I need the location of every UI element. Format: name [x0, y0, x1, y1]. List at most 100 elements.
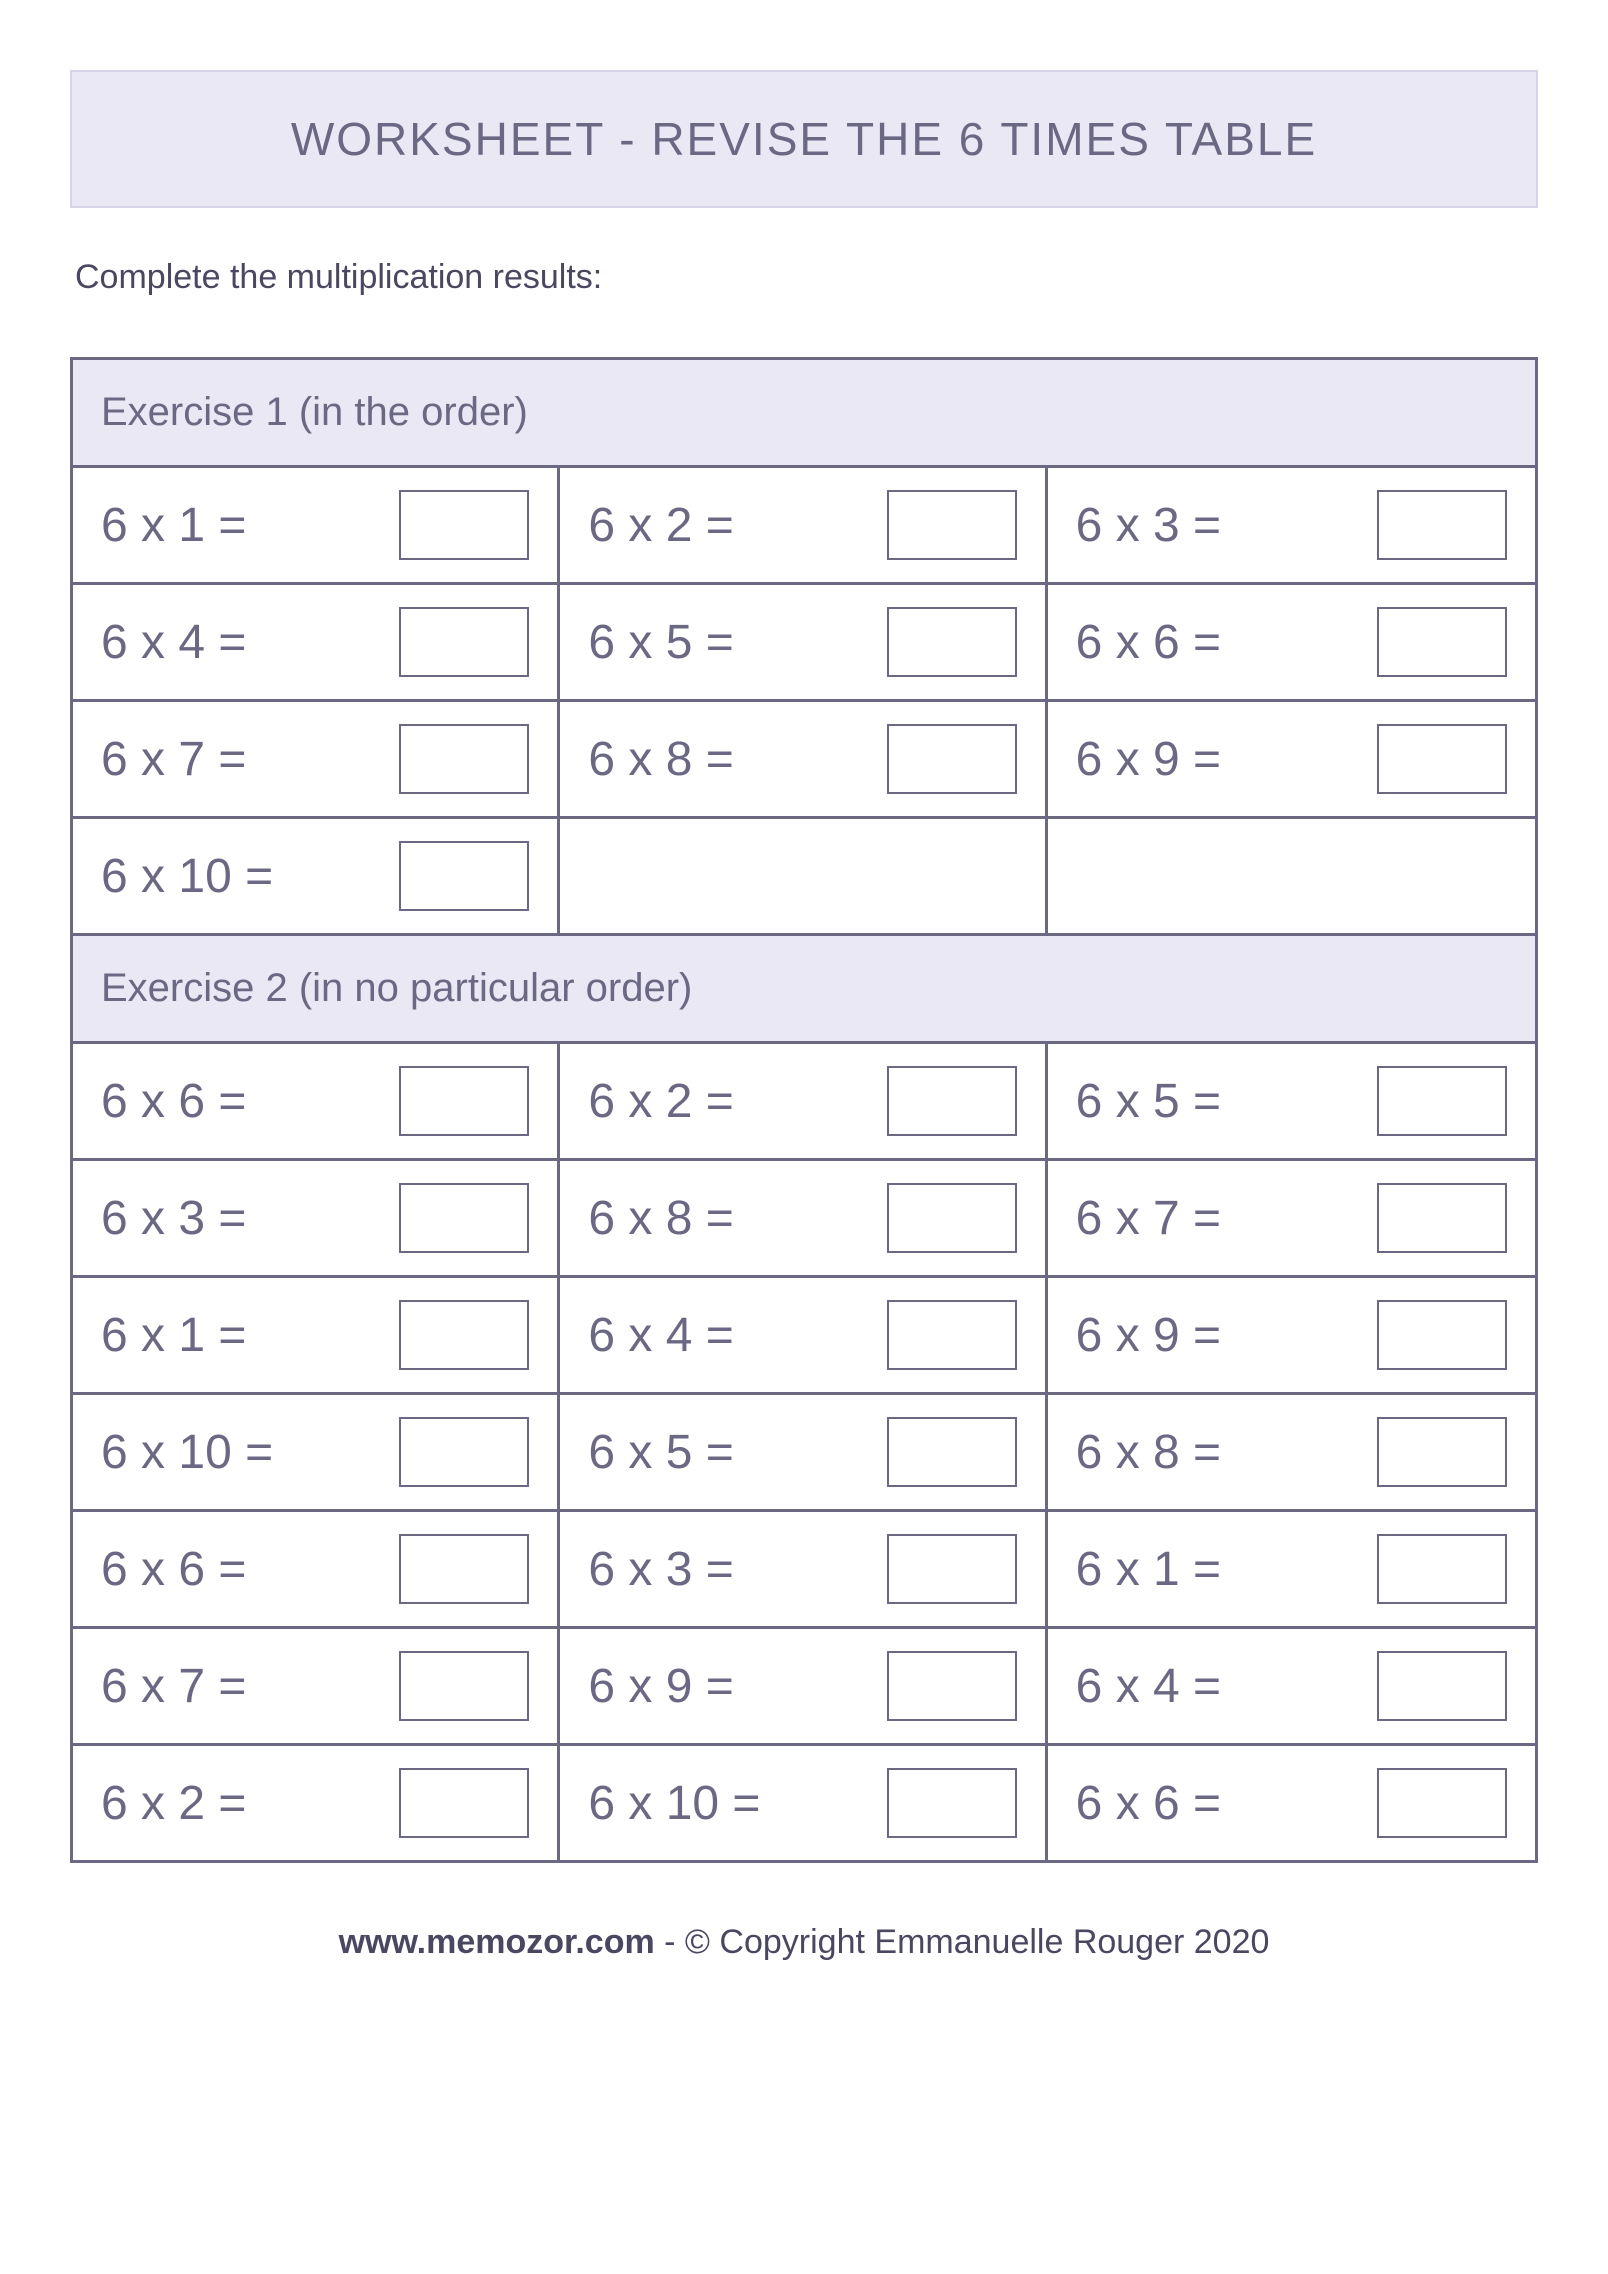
problem-cell: 6 x 5 = [560, 585, 1047, 702]
answer-box[interactable] [1377, 724, 1507, 794]
answer-box[interactable] [399, 1183, 529, 1253]
problem-text: 6 x 7 = [1076, 1191, 1221, 1246]
problem-text: 6 x 7 = [101, 1659, 246, 1714]
exercise-header: Exercise 2 (in no particular order) [73, 936, 1535, 1044]
answer-box[interactable] [887, 1300, 1017, 1370]
problem-text: 6 x 6 = [101, 1542, 246, 1597]
problem-cell: 6 x 4 = [560, 1278, 1047, 1395]
answer-box[interactable] [887, 1183, 1017, 1253]
problem-cell: 6 x 2 = [560, 468, 1047, 585]
problem-text: 6 x 9 = [588, 1659, 733, 1714]
problem-text: 6 x 3 = [101, 1191, 246, 1246]
answer-box[interactable] [887, 1066, 1017, 1136]
problem-cell: 6 x 1 = [73, 1278, 560, 1395]
problem-cell: 6 x 10 = [73, 1395, 560, 1512]
answer-box[interactable] [1377, 607, 1507, 677]
problem-cell: 6 x 7 = [73, 1629, 560, 1746]
footer-site: www.memozor.com [339, 1923, 655, 1961]
problem-cell: 6 x 8 = [560, 1161, 1047, 1278]
answer-box[interactable] [887, 607, 1017, 677]
answer-box[interactable] [1377, 1417, 1507, 1487]
problem-text: 6 x 9 = [1076, 732, 1221, 787]
problem-cell: 6 x 8 = [1048, 1395, 1535, 1512]
problem-cell: 6 x 7 = [73, 702, 560, 819]
problem-text: 6 x 10 = [588, 1776, 760, 1831]
problem-cell: 6 x 8 = [560, 702, 1047, 819]
problem-cell: 6 x 9 = [1048, 1278, 1535, 1395]
answer-box[interactable] [1377, 1183, 1507, 1253]
problem-cell: 6 x 10 = [560, 1746, 1047, 1860]
problem-text: 6 x 2 = [588, 1074, 733, 1129]
problem-cell: 6 x 6 = [73, 1512, 560, 1629]
answer-box[interactable] [887, 724, 1017, 794]
answer-box[interactable] [887, 1768, 1017, 1838]
answer-box[interactable] [887, 1417, 1017, 1487]
problem-text: 6 x 6 = [1076, 615, 1221, 670]
problem-text: 6 x 4 = [1076, 1659, 1221, 1714]
answer-box[interactable] [399, 1066, 529, 1136]
problem-cell: 6 x 6 = [1048, 1746, 1535, 1860]
answer-box[interactable] [887, 1534, 1017, 1604]
problem-cell: 6 x 6 = [1048, 585, 1535, 702]
problem-text: 6 x 3 = [588, 1542, 733, 1597]
problem-text: 6 x 4 = [101, 615, 246, 670]
problem-text: 6 x 5 = [588, 615, 733, 670]
worksheet-title: WORKSHEET - REVISE THE 6 TIMES TABLE [102, 112, 1506, 166]
answer-box[interactable] [1377, 1066, 1507, 1136]
answer-box[interactable] [887, 490, 1017, 560]
problem-cell: 6 x 1 = [73, 468, 560, 585]
answer-box[interactable] [399, 1768, 529, 1838]
problem-cell: 6 x 3 = [73, 1161, 560, 1278]
answer-box[interactable] [399, 1534, 529, 1604]
problem-cell: 6 x 4 = [73, 585, 560, 702]
problem-cell: 6 x 5 = [560, 1395, 1047, 1512]
worksheet-table: Exercise 1 (in the order)6 x 1 =6 x 2 =6… [70, 357, 1538, 1863]
problem-text: 6 x 9 = [1076, 1308, 1221, 1363]
exercise-header-text: Exercise 2 (in no particular order) [101, 966, 1507, 1011]
problem-cell: 6 x 2 = [73, 1746, 560, 1860]
problem-text: 6 x 1 = [101, 1308, 246, 1363]
problem-text: 6 x 8 = [588, 732, 733, 787]
problem-text: 6 x 10 = [101, 1425, 273, 1480]
answer-box[interactable] [1377, 490, 1507, 560]
answer-box[interactable] [399, 607, 529, 677]
problem-cell: 6 x 2 = [560, 1044, 1047, 1161]
answer-box[interactable] [1377, 1651, 1507, 1721]
footer: www.memozor.com - © Copyright Emmanuelle… [70, 1923, 1538, 1962]
problem-cell: 6 x 6 = [73, 1044, 560, 1161]
problem-text: 6 x 2 = [588, 498, 733, 553]
answer-box[interactable] [1377, 1534, 1507, 1604]
answer-box[interactable] [1377, 1300, 1507, 1370]
title-bar: WORKSHEET - REVISE THE 6 TIMES TABLE [70, 70, 1538, 208]
exercise-header-text: Exercise 1 (in the order) [101, 390, 1507, 435]
problem-text: 6 x 10 = [101, 849, 273, 904]
problem-text: 6 x 8 = [588, 1191, 733, 1246]
problem-grid: 6 x 1 = 6 x 2 = 6 x 3 = 6 x 4 = 6 x 5 = 6 x 6… [73, 468, 1535, 936]
problem-cell: 6 x 9 = [1048, 702, 1535, 819]
problem-text: 6 x 2 = [101, 1776, 246, 1831]
answer-box[interactable] [399, 724, 529, 794]
answer-box[interactable] [887, 1651, 1017, 1721]
exercise-header: Exercise 1 (in the order) [73, 360, 1535, 468]
problem-text: 6 x 3 = [1076, 498, 1221, 553]
answer-box[interactable] [399, 1417, 529, 1487]
answer-box[interactable] [1377, 1768, 1507, 1838]
problem-text: 6 x 6 = [1076, 1776, 1221, 1831]
problem-text: 6 x 8 = [1076, 1425, 1221, 1480]
problem-text: 6 x 6 = [101, 1074, 246, 1129]
answer-box[interactable] [399, 841, 529, 911]
problem-cell: 6 x 9 = [560, 1629, 1047, 1746]
answer-box[interactable] [399, 490, 529, 560]
problem-text: 6 x 1 = [1076, 1542, 1221, 1597]
problem-grid: 6 x 6 = 6 x 2 = 6 x 5 = 6 x 3 = 6 x 8 = 6 x 7… [73, 1044, 1535, 1860]
answer-box[interactable] [399, 1300, 529, 1370]
problem-cell [1048, 819, 1535, 936]
problem-cell: 6 x 7 = [1048, 1161, 1535, 1278]
problem-text: 6 x 4 = [588, 1308, 733, 1363]
problem-cell: 6 x 3 = [560, 1512, 1047, 1629]
answer-box[interactable] [399, 1651, 529, 1721]
problem-text: 6 x 5 = [1076, 1074, 1221, 1129]
problem-text: 6 x 1 = [101, 498, 246, 553]
problem-cell: 6 x 3 = [1048, 468, 1535, 585]
problem-cell: 6 x 1 = [1048, 1512, 1535, 1629]
